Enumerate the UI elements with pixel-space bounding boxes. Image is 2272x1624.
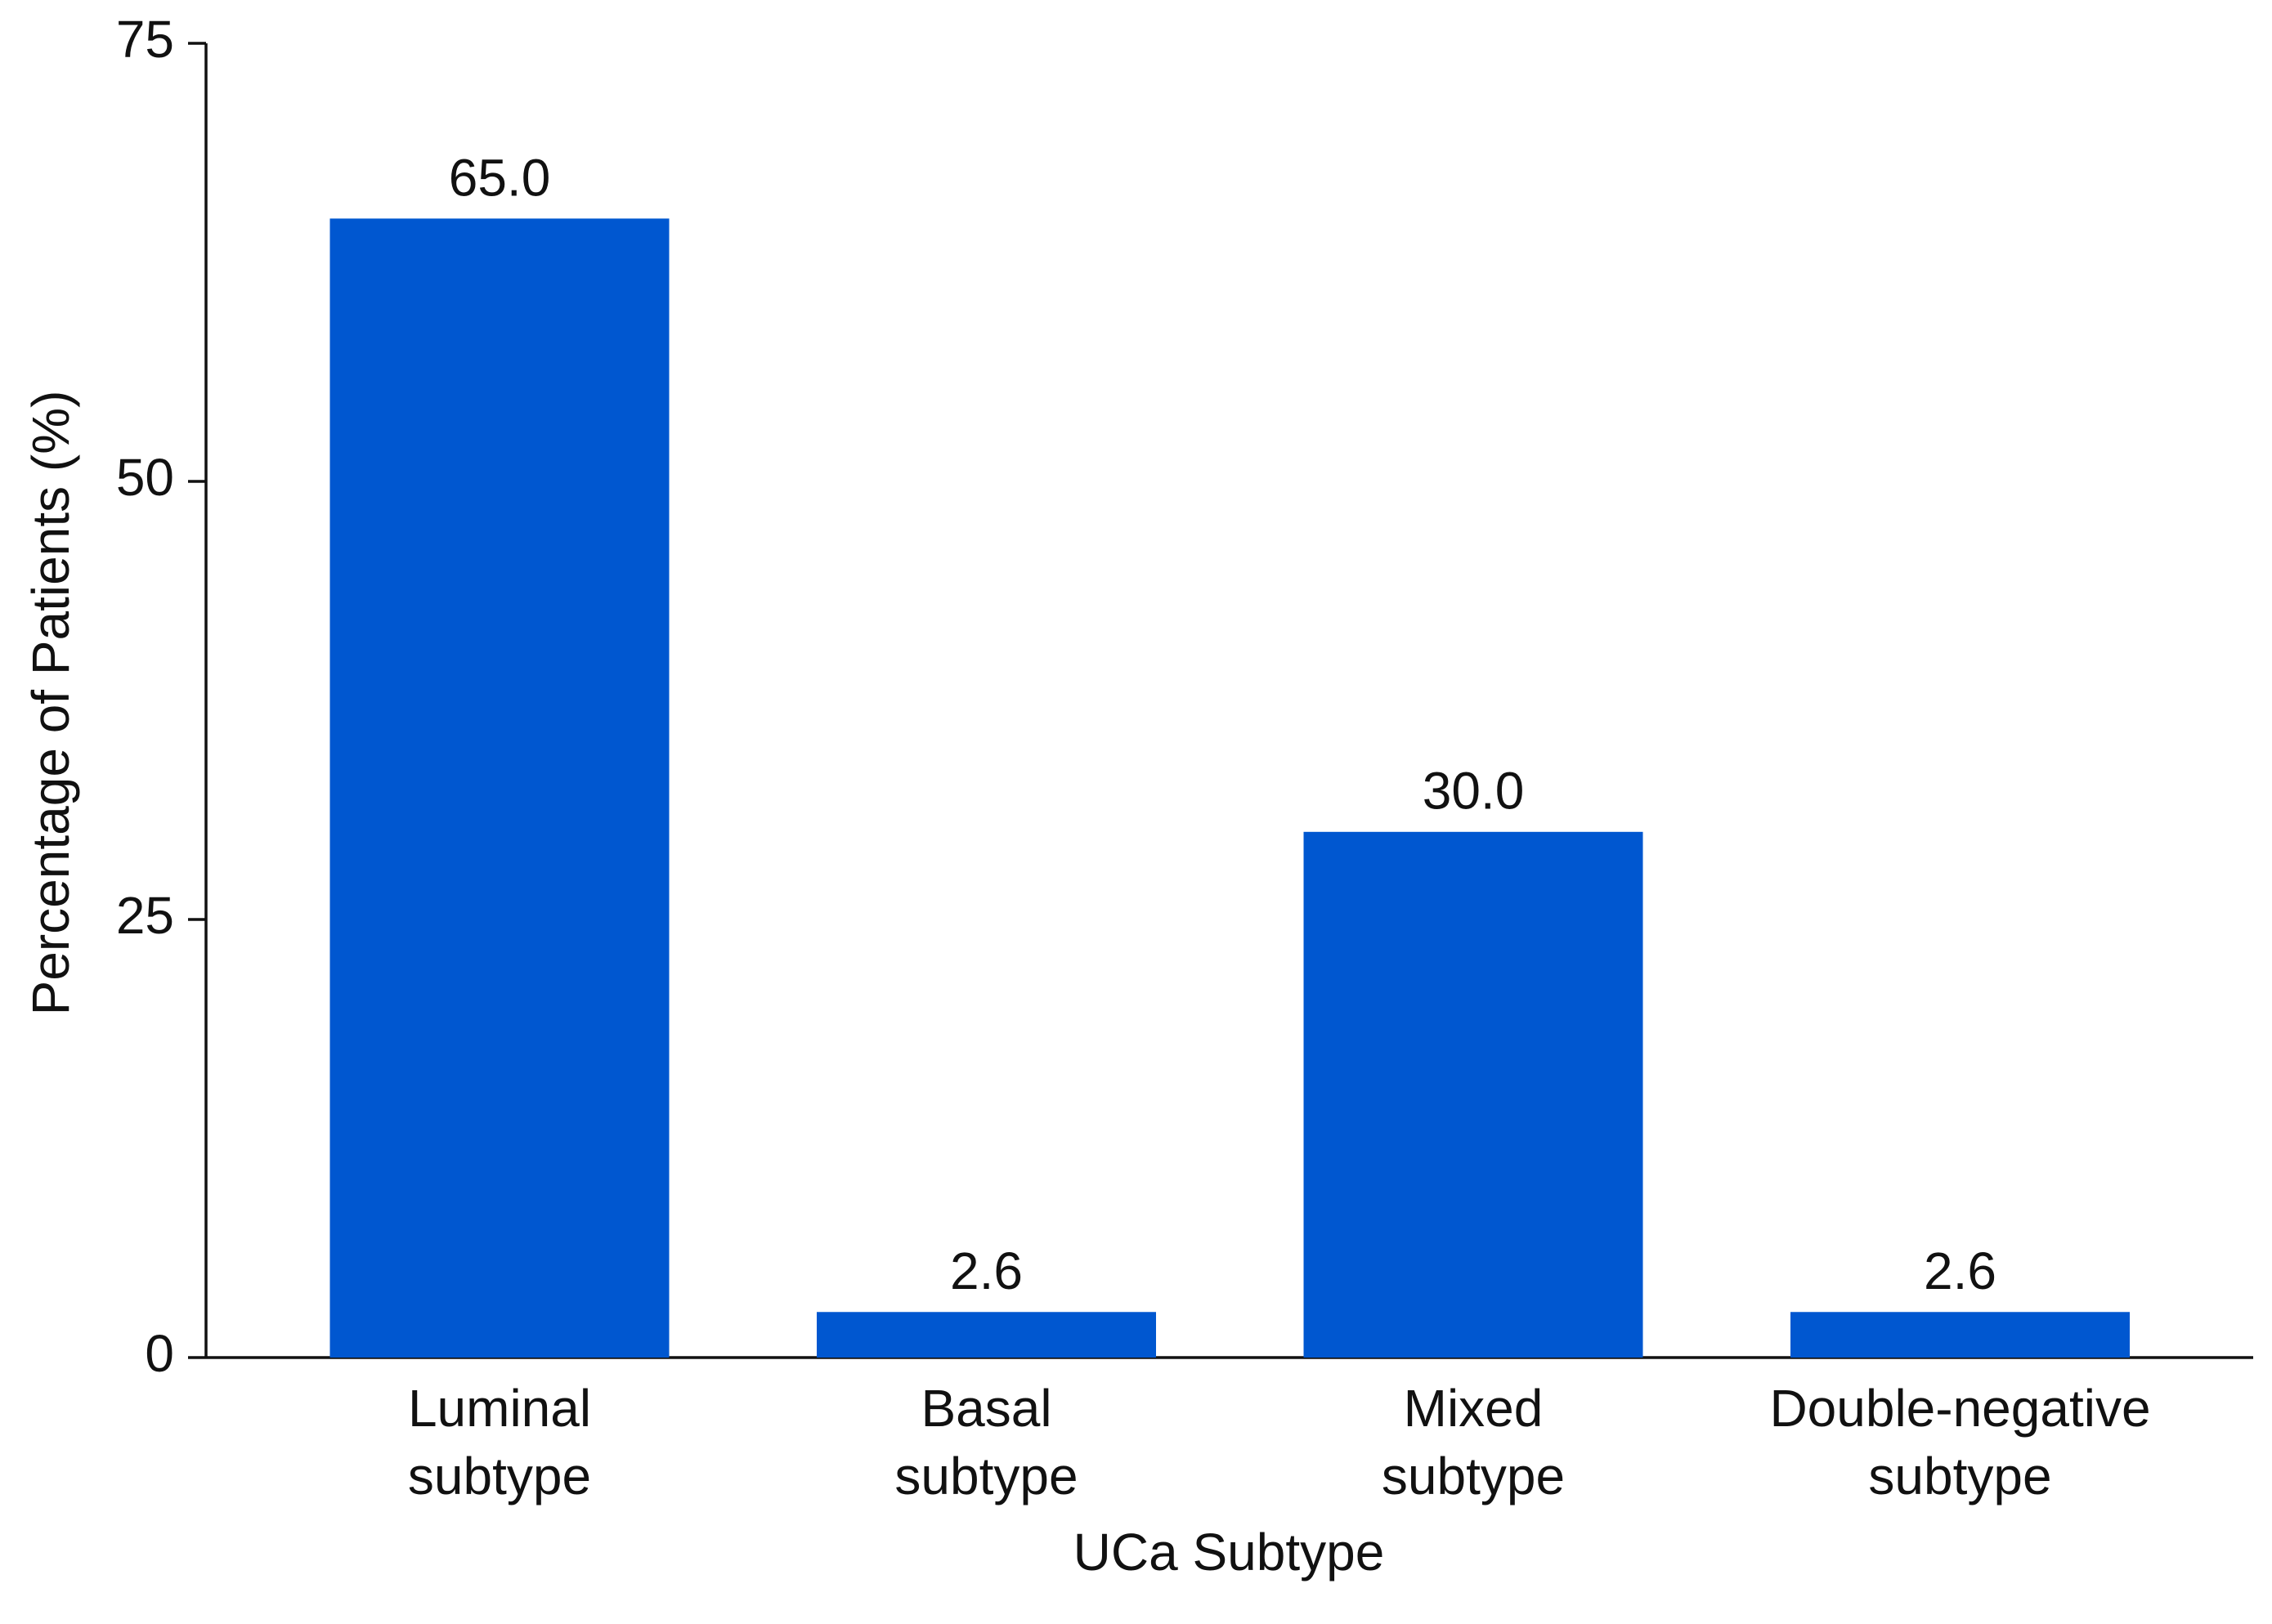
- x-tick-label-line: Basal: [921, 1379, 1051, 1438]
- y-axis-title: Percentage of Patients (%): [21, 391, 80, 1016]
- bar: [329, 218, 670, 1358]
- x-tick-label: Luminal subtype: [408, 1379, 591, 1505]
- x-tick-label-line: Double-negative: [1769, 1379, 2150, 1438]
- value-label: 2.6: [950, 1241, 1023, 1300]
- bar: [1303, 831, 1643, 1358]
- x-tick-label-line: Luminal: [408, 1379, 591, 1438]
- x-tick-label-line: subtype: [1382, 1447, 1565, 1505]
- x-tick-label-line: subtype: [1868, 1447, 2051, 1505]
- x-tick-label: Double-negative subtype: [1769, 1379, 2150, 1505]
- x-tick-label: Basal subtype: [894, 1379, 1078, 1505]
- value-label: 30.0: [1423, 762, 1525, 821]
- x-tick-label-line: subtype: [894, 1447, 1078, 1505]
- x-tick-label-line: Mixed: [1404, 1379, 1544, 1438]
- value-label: 2.6: [1924, 1241, 1996, 1300]
- y-tick-label: 0: [145, 1324, 174, 1383]
- bar: [817, 1312, 1156, 1358]
- bar: [1790, 1312, 2130, 1358]
- y-tick-label: 75: [116, 10, 174, 69]
- x-axis-title: UCa Subtype: [1073, 1523, 1385, 1581]
- x-tick-label: Mixed subtype: [1382, 1379, 1565, 1505]
- x-tick-label-line: subtype: [408, 1447, 591, 1505]
- y-tick-label: 50: [116, 448, 174, 507]
- y-tick-label: 25: [116, 886, 174, 945]
- value-label: 65.0: [449, 148, 551, 207]
